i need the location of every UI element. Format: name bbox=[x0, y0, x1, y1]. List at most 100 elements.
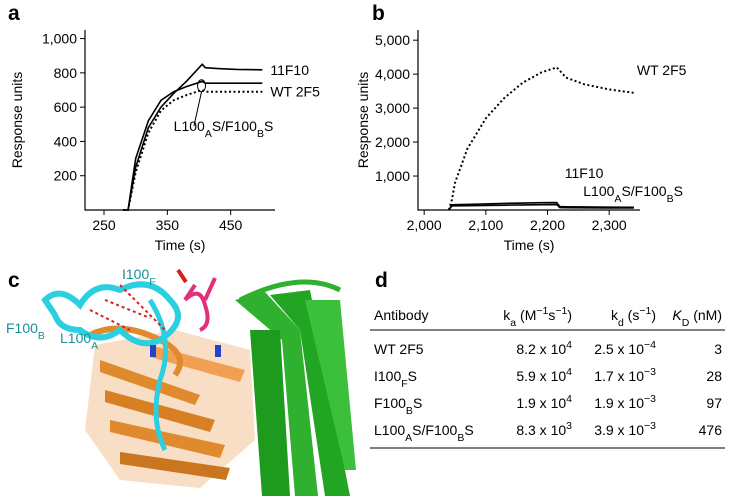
subscript: D bbox=[682, 317, 690, 329]
text-part: ) bbox=[651, 307, 656, 323]
text-part: ) bbox=[567, 307, 572, 323]
table-cell: 476 bbox=[699, 422, 723, 438]
supscript: −3 bbox=[644, 420, 656, 432]
subscript: B bbox=[457, 432, 464, 444]
table-header: KD (nM) bbox=[672, 307, 722, 329]
text-part: S bbox=[674, 183, 683, 199]
panel-label: a bbox=[8, 2, 20, 25]
residue-label: I100F bbox=[122, 266, 156, 288]
subscript: A bbox=[91, 340, 98, 352]
text-part: F100 bbox=[374, 395, 406, 411]
subscript: A bbox=[205, 128, 212, 140]
table-cell: 1.9 x 10−3 bbox=[594, 393, 656, 411]
x-tick-label: 2,000 bbox=[407, 217, 442, 233]
y-tick-label: 4,000 bbox=[375, 66, 410, 82]
series-label: WT 2F5 bbox=[270, 84, 320, 100]
text-part: S bbox=[264, 118, 273, 134]
y-tick-label: 600 bbox=[54, 99, 78, 115]
text-part: 3.9 x 10 bbox=[594, 422, 644, 438]
panel-label: d bbox=[375, 269, 388, 292]
y-tick-label: 200 bbox=[54, 168, 78, 184]
table-header: kd (s−1) bbox=[611, 305, 656, 329]
table-cell: 1.7 x 10−3 bbox=[594, 366, 656, 384]
text-part: (nM) bbox=[689, 307, 722, 323]
table-cell: 8.2 x 104 bbox=[516, 339, 572, 357]
table-cell: WT 2F5 bbox=[374, 341, 424, 357]
subscript: F bbox=[149, 276, 155, 288]
table-cell: 8.3 x 103 bbox=[516, 420, 572, 438]
panel-label: c bbox=[8, 269, 20, 292]
x-tick-label: 250 bbox=[92, 217, 116, 233]
subscript: B bbox=[406, 405, 413, 417]
text-part: S bbox=[413, 395, 422, 411]
series-label: 11F10 bbox=[565, 165, 604, 181]
text-part: 1.7 x 10 bbox=[594, 368, 644, 384]
text-part: S/F100 bbox=[412, 422, 457, 438]
y-tick-label: 3,000 bbox=[375, 100, 410, 116]
supscript: 4 bbox=[566, 366, 572, 378]
residue-label: F100B bbox=[6, 320, 45, 342]
table-cell: L100AS/F100BS bbox=[374, 422, 474, 444]
x-tick-label: 450 bbox=[219, 217, 243, 233]
text-part: S/F100 bbox=[212, 118, 257, 134]
supscript: 4 bbox=[566, 339, 572, 351]
subscript: A bbox=[614, 193, 621, 205]
x-tick-label: 350 bbox=[156, 217, 180, 233]
table-cell: 3 bbox=[714, 341, 722, 357]
table-cell: 28 bbox=[706, 368, 722, 384]
text-part: WT 2F5 bbox=[374, 341, 424, 357]
text-part: 8.3 x 10 bbox=[516, 422, 566, 438]
text-part: s bbox=[548, 307, 555, 323]
supscript: 3 bbox=[566, 420, 572, 432]
supscript: 4 bbox=[566, 393, 572, 405]
axis-line bbox=[417, 30, 640, 211]
text-part: S bbox=[408, 368, 417, 384]
series-label: L100AS/F100BS bbox=[174, 118, 274, 140]
text-part: L100 bbox=[583, 183, 614, 199]
text-part: k bbox=[611, 307, 619, 323]
text-part: L100 bbox=[374, 422, 405, 438]
subscript: B bbox=[38, 330, 45, 342]
data-line bbox=[123, 88, 263, 211]
text-part: S/F100 bbox=[621, 183, 666, 199]
y-tick-label: 1,000 bbox=[42, 31, 77, 47]
text-part: L100 bbox=[174, 118, 205, 134]
subscript: A bbox=[405, 432, 412, 444]
supscript: −3 bbox=[644, 366, 656, 378]
text-part: (M bbox=[516, 307, 536, 323]
subscript: B bbox=[667, 193, 674, 205]
y-tick-label: 400 bbox=[54, 133, 78, 149]
data-line bbox=[448, 201, 634, 211]
axis-line bbox=[84, 30, 275, 211]
table-cell: 2.5 x 10−4 bbox=[594, 339, 656, 357]
text-part: 8.2 x 10 bbox=[516, 341, 566, 357]
text-part: I100 bbox=[122, 266, 149, 282]
text-part: F100 bbox=[6, 320, 38, 336]
supscript: −1 bbox=[536, 305, 548, 317]
x-tick-label: 2,200 bbox=[530, 217, 565, 233]
table-cell: 97 bbox=[706, 395, 722, 411]
table-cell: 3.9 x 10−3 bbox=[594, 420, 656, 438]
residue-label: L100A bbox=[60, 330, 98, 352]
callout-line bbox=[193, 91, 203, 127]
text-part: 5.9 x 10 bbox=[516, 368, 566, 384]
y-tick-label: 5,000 bbox=[375, 32, 410, 48]
text-part: 2.5 x 10 bbox=[594, 341, 644, 357]
series-label: L100AS/F100BS bbox=[583, 183, 683, 205]
subscript: d bbox=[618, 317, 624, 329]
text-part: Antibody bbox=[374, 307, 428, 323]
text-part: S bbox=[464, 422, 473, 438]
table-header: ka (M−1s−1) bbox=[503, 305, 572, 329]
subscript: F bbox=[401, 378, 407, 390]
text-part: k bbox=[503, 307, 511, 323]
protein-structure bbox=[41, 268, 356, 496]
subscript: a bbox=[510, 317, 516, 329]
y-tick-label: 2,000 bbox=[375, 134, 410, 150]
table-cell: F100BS bbox=[374, 395, 422, 417]
x-axis-label: Time (s) bbox=[504, 237, 555, 253]
x-axis-label: Time (s) bbox=[155, 237, 206, 253]
x-tick-label: 2,300 bbox=[592, 217, 627, 233]
table-cell: 1.9 x 104 bbox=[516, 393, 572, 411]
text-part: K bbox=[672, 307, 682, 323]
